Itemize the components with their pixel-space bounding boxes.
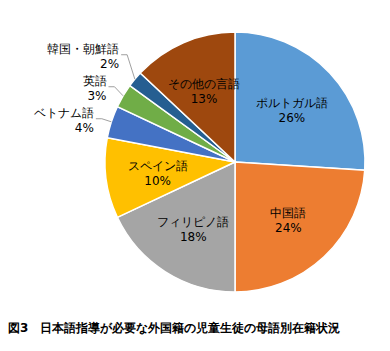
category-label: ポルトガル語 (256, 96, 328, 110)
leader-line (96, 119, 112, 122)
leader-line (121, 55, 135, 79)
chart: ポルトガル語26% 中国語24% フィリピノ語18% スペイン語10% その他の言語13… (0, 0, 390, 351)
pie: ポルトガル語26% 中国語24% フィリピノ語18% スペイン語10% その他の言語13… (34, 32, 365, 292)
pie-slice (235, 32, 365, 170)
data-label: スペイン語10% (128, 159, 188, 188)
data-label: 中国語24% (270, 206, 306, 235)
value-label: 13% (191, 92, 218, 106)
category-label: その他の言語 (168, 77, 240, 91)
category-label: スペイン語 (128, 159, 188, 173)
data-label: 韓国・朝鮮語2% (47, 42, 119, 71)
category-label: 英語 (82, 74, 106, 88)
value-label: 24% (275, 221, 302, 235)
value-label: 10% (144, 174, 171, 188)
value-label: 4% (75, 121, 94, 135)
value-label: 26% (279, 111, 306, 125)
data-label: ポルトガル語26% (256, 96, 328, 125)
value-label: 2% (100, 57, 119, 71)
pie-slice (140, 32, 235, 162)
category-label: 中国語 (270, 206, 306, 220)
pie-slice (235, 162, 365, 292)
value-label: 18% (180, 230, 207, 244)
leader-line (108, 87, 123, 96)
data-label: ベトナム語4% (34, 106, 94, 135)
category-label: 韓国・朝鮮語 (47, 42, 119, 56)
data-label: 英語3% (82, 74, 106, 103)
data-label: フィリピノ語18% (157, 215, 229, 244)
data-label: その他の言語13% (168, 77, 240, 106)
category-label: ベトナム語 (34, 106, 94, 120)
chart-title: 図3 日本語指導が必要な外国籍の児童生徒の母語別在籍状況 (8, 321, 340, 335)
category-label: フィリピノ語 (157, 215, 229, 229)
value-label: 3% (87, 89, 106, 103)
